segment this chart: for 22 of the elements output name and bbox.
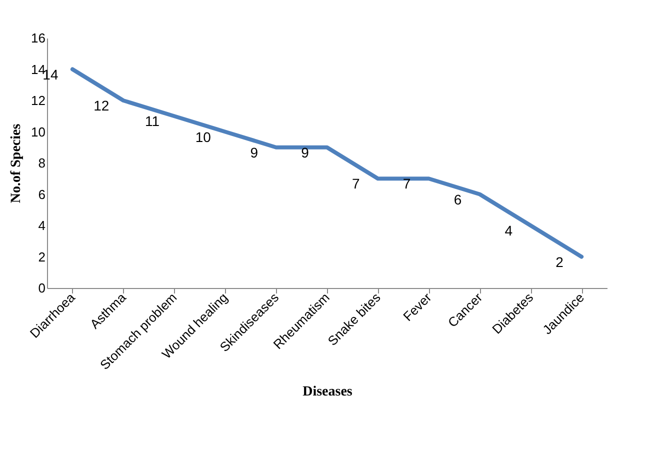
data-label: 7 [402, 176, 411, 192]
data-label: 2 [556, 254, 564, 270]
data-label: 7 [352, 176, 360, 192]
y-tick-label: 10 [31, 124, 46, 140]
data-label: 6 [454, 191, 462, 208]
data-label: 4 [504, 222, 513, 238]
data-label: 11 [145, 113, 160, 130]
y-tick-label: 12 [31, 93, 46, 108]
y-axis-title: No.of Species [9, 123, 24, 204]
y-tick-label: 16 [31, 30, 46, 46]
y-tick-label: 14 [31, 62, 46, 77]
data-label: 9 [301, 144, 310, 160]
data-label: 12 [94, 98, 110, 114]
data-label: 10 [195, 128, 212, 145]
data-label: 9 [250, 144, 258, 160]
y-tick-label: 0 [38, 280, 46, 296]
x-axis-title: Diseases [302, 384, 353, 400]
y-tick-label: 2 [38, 249, 46, 264]
y-tick-label: 4 [38, 218, 46, 233]
y-tick-label: 8 [38, 156, 46, 170]
line-series [70, 67, 584, 259]
y-tick-label: 6 [38, 186, 46, 202]
